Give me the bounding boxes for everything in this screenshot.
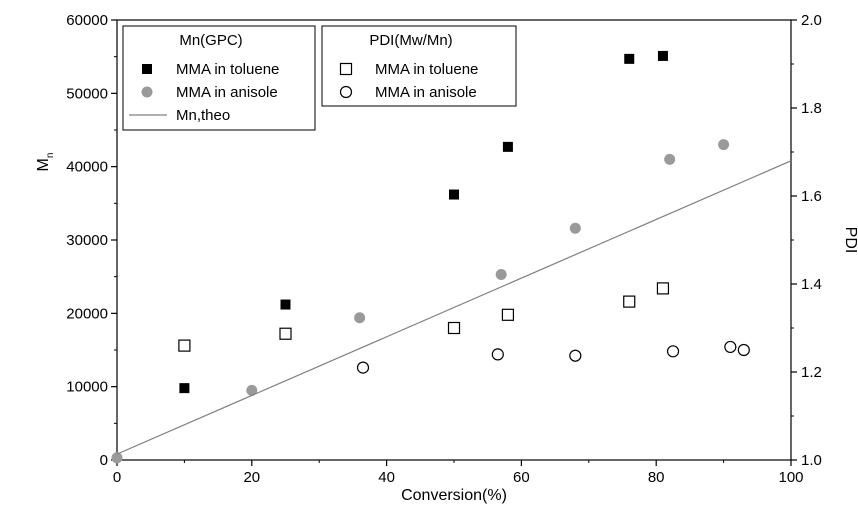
legend-title: PDI(Mw/Mn): [369, 32, 452, 49]
y-left-tick-label: 30000: [66, 232, 108, 249]
data-point-series-0: [449, 189, 459, 200]
x-tick-label: 80: [648, 469, 665, 486]
data-point-series-3: [501, 308, 515, 321]
y-left-tick-label: 20000: [66, 305, 108, 322]
data-point-series-1: [495, 268, 507, 280]
y-right-tick-label: 1.4: [801, 276, 822, 293]
data-point-series-3: [656, 282, 670, 295]
data-point-series-4: [491, 348, 504, 361]
data-point-series-1: [664, 153, 676, 165]
legend-pdi: PDI(Mw/Mn) MMA in toluene MMA in anisole: [321, 25, 517, 107]
legend-mn-gpc: Mn(GPC) MMA in toluene MMA in anisole Mn,th…: [122, 25, 316, 131]
data-point-series-4: [666, 345, 680, 358]
y-right-tick-label: 1.0: [801, 452, 822, 469]
y-left-axis-title: Mn: [35, 153, 56, 172]
axes: 0 20 40 60 80 100 0 10000 20000 30000 40000 50000 60…: [35, 12, 858, 504]
legend-item-label: MMA in anisole: [176, 84, 278, 101]
data-point-series-4: [356, 361, 370, 374]
legend-item-label: MMA in anisole: [375, 84, 477, 101]
data-point-series-1: [354, 312, 366, 324]
data-point-series-1: [246, 384, 258, 396]
data-point-series-3: [623, 295, 636, 308]
x-tick-label: 100: [778, 469, 803, 486]
data-point-series-1: [718, 139, 730, 151]
data-point-series-4: [737, 343, 750, 357]
legend-marker: [142, 64, 152, 74]
data-point-series-4: [569, 349, 582, 362]
legend-marker: [339, 62, 353, 76]
y-right-tick-label: 1.6: [801, 188, 822, 205]
data-point-series-1: [111, 452, 123, 464]
legend-box: [321, 25, 517, 107]
data-point-series-3: [178, 339, 191, 352]
data-point-series-3: [279, 327, 292, 340]
x-axis-title: Conversion(%): [401, 487, 507, 504]
data-point-series-0: [502, 141, 513, 152]
y-right-tick-label: 1.2: [801, 364, 822, 381]
legend-item-label: MMA in toluene: [375, 61, 478, 78]
legend-item-label: MMA in toluene: [176, 61, 279, 78]
data-point-series-3: [447, 321, 461, 335]
legend-item-label: Mn,theo: [176, 107, 230, 124]
y-left-tick-label: 40000: [66, 159, 108, 176]
data-point-series-0: [280, 299, 291, 310]
y-right-tick-label: 2.0: [801, 12, 822, 29]
plot-marks: [111, 50, 792, 464]
y-left-tick-label: 0: [100, 452, 108, 469]
legend-box: [122, 25, 316, 131]
y-left-tick-label: 10000: [66, 379, 108, 396]
data-point-series-0: [624, 53, 635, 64]
legend-marker: [141, 86, 153, 98]
y-left-axis-title-sub: n: [45, 153, 56, 159]
data-point-series-0: [657, 50, 668, 61]
y-left-tick-label: 50000: [66, 85, 108, 102]
x-tick-label: 0: [113, 469, 121, 486]
y-left-tick-label: 60000: [66, 12, 108, 29]
y-right-tick-label: 1.8: [801, 100, 822, 117]
data-point-series-0: [179, 383, 190, 394]
data-point-series-4: [724, 340, 737, 354]
y-left-axis-title-main: M: [35, 158, 52, 171]
y-right-axis-title: PDI: [842, 227, 858, 254]
x-tick-label: 60: [513, 469, 530, 486]
x-tick-label: 20: [243, 469, 260, 486]
legend-title: Mn(GPC): [179, 32, 242, 49]
legend-marker: [339, 85, 353, 99]
data-point-series-1: [569, 222, 581, 234]
x-tick-label: 40: [378, 469, 395, 486]
series-line-mn-theo: [116, 160, 792, 455]
